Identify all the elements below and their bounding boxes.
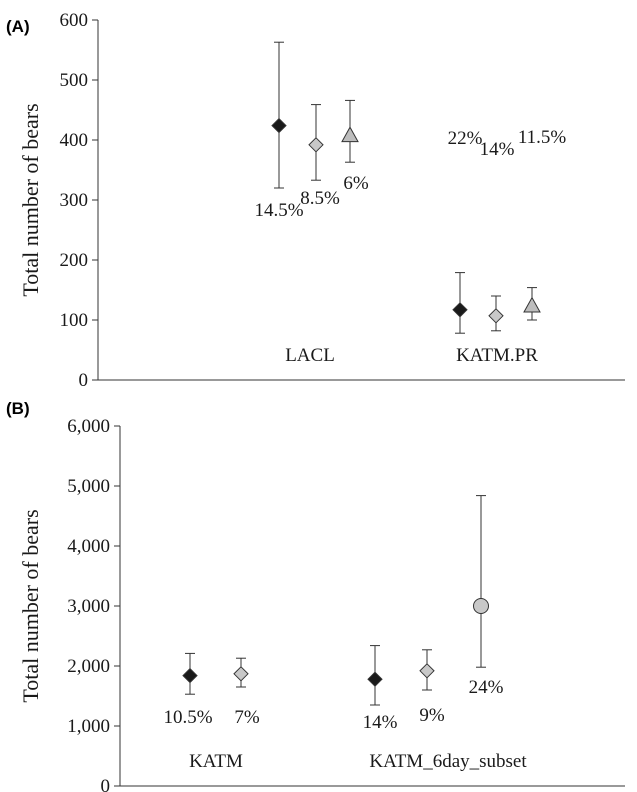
panel-a-point-2: 8.5% — [300, 104, 340, 209]
percent-label: 14.5% — [254, 200, 303, 221]
percent-label: 22% — [448, 128, 483, 149]
panel-a-y-ticks: 0 100 200 300 400 500 600 — [60, 10, 98, 391]
panel-a-y-tick-label: 200 — [60, 250, 89, 271]
triangle-marker — [341, 126, 359, 143]
circle-marker — [473, 598, 489, 614]
panel-b-point-4: 9% — [419, 649, 445, 726]
panel-a-y-tick-label: 600 — [60, 10, 89, 31]
percent-label: 6% — [343, 173, 369, 194]
panel-b-y-tick-label: 4,000 — [67, 536, 110, 557]
percent-label: 8.5% — [300, 188, 340, 209]
panel-b-y-ticks: 0 1,000 2,000 3,000 4,000 5,000 6,000 — [67, 416, 120, 792]
panel-b-y-tick-label: 6,000 — [67, 416, 110, 437]
panel-b-y-tick-label: 5,000 — [67, 476, 110, 497]
percent-label: 14% — [363, 712, 398, 733]
diamond-marker — [271, 117, 287, 134]
category-label-katm-6day-subset: KATM_6day_subset — [369, 751, 527, 772]
diamond-marker — [233, 666, 249, 682]
panel-a-y-tick-label: 0 — [79, 370, 89, 391]
panel-b-y-tick-label: 3,000 — [67, 596, 110, 617]
panel-a-points: 14.5%8.5%6% 22%14%11.5% — [254, 41, 567, 334]
diamond-marker — [367, 671, 383, 687]
panel-a-point-1: 14.5% — [254, 41, 304, 221]
panel-a-y-tick-label: 500 — [60, 70, 89, 91]
panel-b-points: 10.5% 7% 14% 9% 24% — [163, 495, 504, 733]
panel-a: (A) Total number of bears 0 100 200 300 400 5… — [6, 10, 625, 391]
category-label-katm: KATM — [189, 751, 243, 772]
triangle-marker — [523, 296, 541, 313]
panel-b: (B) Total number of bears 0 1,000 2,000 3,0… — [6, 399, 625, 792]
panel-b-y-tick-label: 1,000 — [67, 716, 110, 737]
percent-label: 24% — [469, 677, 504, 698]
diamond-marker — [419, 663, 435, 679]
panel-a-point-3: 6% — [341, 99, 369, 194]
panel-a-point-5: 14% — [480, 139, 515, 332]
panel-a-y-tick-label: 400 — [60, 130, 89, 151]
diamond-marker — [452, 302, 468, 318]
panel-a-y-tick-label: 300 — [60, 190, 89, 211]
panel-a-y-tick-label: 100 — [60, 310, 89, 331]
panel-b-point-1: 10.5% — [163, 652, 213, 728]
panel-b-label: (B) — [6, 399, 30, 418]
category-label-katm-pr: KATM.PR — [456, 345, 538, 366]
category-label-lacl: LACL — [285, 345, 335, 366]
diamond-marker — [308, 137, 324, 153]
percent-label: 14% — [480, 139, 515, 160]
panel-a-label: (A) — [6, 17, 30, 36]
diamond-marker — [182, 667, 198, 684]
panel-a-point-6: 11.5% — [518, 127, 567, 321]
panel-b-y-axis-label: Total number of bears — [18, 509, 43, 702]
panel-b-y-tick-label: 0 — [101, 776, 111, 792]
panel-b-point-5: 24% — [469, 495, 504, 698]
percent-label: 11.5% — [518, 127, 567, 148]
percent-label: 10.5% — [163, 707, 212, 728]
panel-b-y-tick-label: 2,000 — [67, 656, 110, 677]
percent-label: 7% — [234, 707, 260, 728]
diamond-marker — [488, 308, 504, 324]
percent-label: 9% — [419, 705, 445, 726]
panel-a-y-axis-label: Total number of bears — [18, 103, 43, 296]
panel-b-point-2: 7% — [233, 657, 260, 728]
panel-b-point-3: 14% — [363, 645, 398, 733]
panel-a-point-4: 22% — [448, 128, 483, 334]
